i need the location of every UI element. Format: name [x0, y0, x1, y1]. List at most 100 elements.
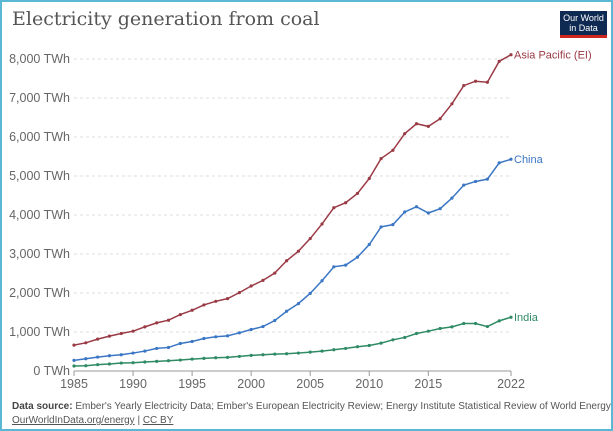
y-tick-label: 2,000 TWh	[9, 286, 70, 300]
data-point	[261, 278, 265, 283]
data-point	[320, 222, 324, 226]
data-point	[166, 345, 171, 350]
data-point	[155, 321, 159, 325]
data-point	[367, 343, 371, 348]
series-line-india	[73, 316, 512, 367]
data-point	[155, 346, 159, 351]
series-label: India	[514, 312, 539, 324]
data-point	[308, 350, 312, 354]
data-point	[155, 359, 159, 363]
data-point	[485, 177, 489, 181]
data-point	[119, 361, 123, 365]
data-point	[296, 302, 301, 306]
separator: |	[137, 415, 141, 426]
data-point	[225, 355, 230, 359]
data-point	[308, 291, 312, 295]
data-point	[485, 324, 489, 329]
data-point	[414, 122, 419, 126]
data-point	[131, 329, 135, 333]
data-point	[320, 279, 324, 283]
data-point	[296, 249, 301, 253]
data-point	[214, 335, 218, 339]
data-point	[237, 354, 241, 359]
data-point	[72, 358, 76, 362]
data-point	[72, 364, 76, 368]
data-point	[355, 345, 360, 349]
data-point	[391, 223, 395, 227]
data-point	[178, 358, 182, 362]
x-tick-label: 2005	[296, 377, 324, 391]
data-point	[143, 349, 147, 353]
y-tick-label: 5,000 TWh	[9, 169, 70, 183]
owid-logo[interactable]: Our World in Data	[560, 11, 607, 38]
data-point	[379, 341, 383, 345]
data-point	[166, 318, 171, 322]
data-point	[261, 324, 265, 329]
data-point	[355, 255, 360, 259]
data-point	[202, 303, 206, 307]
data-point	[190, 357, 194, 361]
data-point	[391, 338, 395, 342]
series-label: China	[514, 154, 544, 166]
data-point	[462, 321, 466, 326]
data-point	[249, 284, 253, 288]
chart-title: Electricity generation from coal	[12, 8, 320, 30]
y-tick-label: 8,000 TWh	[9, 52, 70, 66]
data-point	[225, 334, 230, 338]
data-point	[438, 326, 442, 331]
x-tick-label: 2000	[237, 377, 265, 391]
x-tick-label: 1995	[178, 377, 206, 391]
data-point	[237, 331, 241, 335]
data-point	[225, 297, 230, 301]
data-point	[190, 308, 194, 312]
data-point	[473, 179, 478, 184]
data-point	[273, 352, 277, 356]
series-label: Asia Pacific (EI)	[514, 50, 592, 62]
data-point	[178, 341, 182, 346]
data-point	[202, 356, 206, 361]
data-point	[107, 362, 112, 366]
data-point	[450, 325, 454, 329]
data-point	[214, 356, 218, 360]
data-point	[143, 325, 147, 329]
data-point	[178, 312, 182, 317]
data-point	[438, 117, 442, 121]
data-point	[84, 364, 88, 368]
data-point	[72, 343, 76, 347]
data-point	[296, 351, 301, 355]
x-tick-label: 1985	[60, 377, 88, 391]
data-point	[332, 265, 336, 269]
data-point	[249, 327, 253, 332]
data-point	[249, 353, 253, 357]
data-point	[344, 263, 348, 267]
data-point	[344, 201, 348, 205]
data-point	[284, 259, 289, 263]
license-link[interactable]: CC BY	[142, 415, 174, 426]
data-point	[450, 102, 454, 106]
data-point	[284, 352, 289, 356]
data-point	[438, 207, 442, 211]
owid-energy-link[interactable]: OurWorldInData.org/energy	[12, 415, 135, 426]
data-point	[462, 183, 466, 187]
data-point	[96, 363, 100, 367]
y-tick-label: 3,000 TWh	[9, 247, 70, 261]
data-point	[497, 319, 501, 323]
data-point	[107, 334, 112, 338]
data-point	[320, 349, 324, 353]
y-tick-label: 4,000 TWh	[9, 208, 70, 222]
data-point	[131, 351, 135, 355]
data-point	[426, 329, 430, 333]
data-point	[509, 53, 513, 57]
data-point	[332, 206, 336, 210]
data-point	[214, 299, 218, 303]
series-line-asia-pacific-ei-	[73, 54, 512, 346]
data-point	[107, 354, 112, 358]
y-tick-label: 6,000 TWh	[9, 130, 70, 144]
data-point	[473, 321, 478, 326]
source-label: Data source:	[12, 401, 73, 412]
data-point	[166, 359, 171, 363]
data-point	[355, 191, 360, 196]
data-point	[509, 315, 513, 319]
